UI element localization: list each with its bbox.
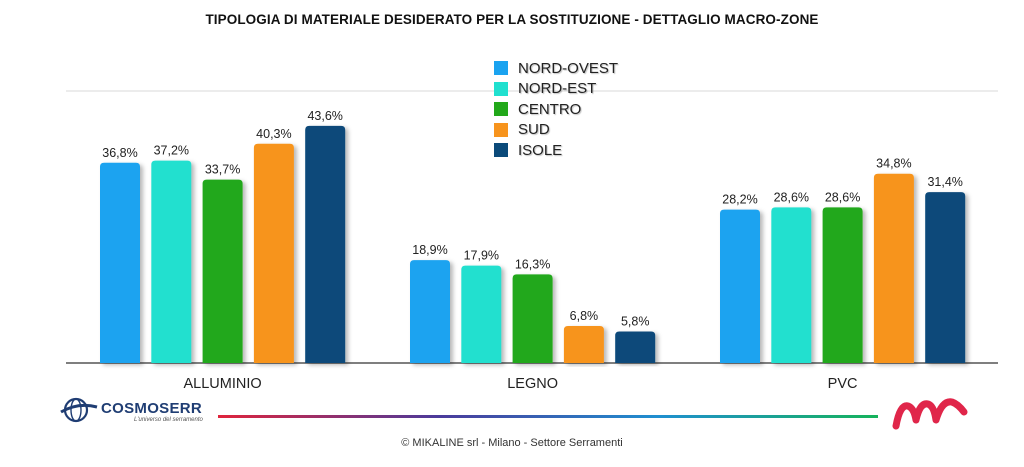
legend-label-isole: ISOLE (518, 141, 563, 159)
bar-value-label: 28,2% (722, 193, 757, 207)
bar-value-label: 40,3% (256, 127, 291, 141)
legend-item-isole: ISOLE (494, 140, 618, 161)
bar-alluminio-centro (202, 179, 243, 363)
legend-item-nord-ovest: NORD-OVEST (494, 58, 618, 79)
bar-pvc-centro (822, 207, 863, 363)
cosmoserr-logo: COSMOSERR L'universo del serramento (60, 396, 230, 430)
legend: NORD-OVEST NORD-EST CENTRO SUD ISOLE (494, 58, 618, 161)
bar-value-label: 31,4% (927, 175, 962, 189)
bar-chart: 36,8% 37,2% 33,7% 40,3% 43,6% 18,9% 17,9% 16,3%… (66, 90, 998, 392)
legend-swatch-centro (494, 102, 508, 117)
bar-legno-sud (563, 326, 604, 363)
bar-alluminio-nord-est (151, 160, 192, 363)
bar-value-label: 37,2% (154, 144, 189, 158)
bar-alluminio-nord-ovest (100, 162, 140, 363)
chart-title: TIPOLOGIA DI MATERIALE DESIDERATO PER LA… (205, 12, 819, 27)
bar-value-label: 6,8% (570, 309, 599, 323)
bar-value-label: 36,8% (102, 146, 137, 160)
legend-swatch-isole (494, 143, 508, 158)
bar-pvc-nord-ovest (720, 209, 760, 363)
legend-item-sud: SUD (494, 120, 618, 141)
bar-legno-centro (512, 274, 553, 363)
mikaline-m-icon (892, 398, 968, 430)
legend-label-nord-est: NORD-EST (518, 80, 597, 98)
bar-pvc-sud (873, 173, 914, 363)
legend-swatch-sud (494, 122, 508, 137)
legend-item-nord-est: NORD-EST (494, 79, 618, 100)
legend-label-sud: SUD (518, 121, 550, 139)
bar-alluminio-sud (253, 143, 294, 363)
footer-gradient-divider (218, 415, 878, 418)
bar-legno-nord-ovest (410, 260, 450, 363)
legend-item-centro: CENTRO (494, 99, 618, 120)
bar-value-label: 43,6% (307, 109, 342, 123)
category-label-alluminio: ALLUMINIO (184, 376, 262, 392)
cosmoserr-tagline: L'universo del serramento (134, 417, 203, 423)
bar-value-label: 5,8% (621, 314, 650, 328)
legend-swatch-nord-ovest (494, 61, 508, 76)
legend-label-centro: CENTRO (518, 100, 582, 118)
bar-pvc-isole (925, 192, 966, 363)
bar-value-label: 34,8% (876, 157, 911, 171)
bar-value-label: 33,7% (205, 163, 240, 177)
bar-pvc-nord-est (771, 207, 812, 363)
copyright-footer: © MIKALINE srl - Milano - Settore Serram… (401, 437, 623, 449)
category-label-pvc: PVC (828, 376, 858, 392)
bar-value-label: 28,6% (774, 190, 809, 204)
bar-value-label: 16,3% (515, 257, 550, 271)
bar-legno-nord-est (461, 265, 502, 363)
bar-legno-isole (615, 331, 656, 363)
bar-alluminio-isole (305, 125, 346, 363)
category-label-legno: LEGNO (507, 376, 558, 392)
legend-swatch-nord-est (494, 81, 508, 96)
cosmoserr-globe-icon (60, 397, 98, 423)
cosmoserr-brand-text: COSMOSERR (101, 400, 203, 417)
bar-value-label: 28,6% (825, 190, 860, 204)
bar-value-label: 17,9% (464, 249, 499, 263)
bar-value-label: 18,9% (412, 243, 447, 257)
legend-label-nord-ovest: NORD-OVEST (518, 59, 619, 77)
